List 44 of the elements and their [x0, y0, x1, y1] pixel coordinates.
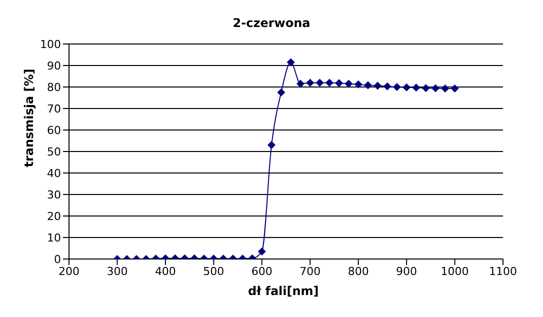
- x-axis-title: dł fali[nm]: [248, 284, 319, 298]
- y-tick-label: 10: [47, 231, 61, 244]
- y-axis-title: transmisja [%]: [22, 68, 36, 168]
- point: [325, 78, 334, 87]
- x-tick-label: 300: [106, 264, 128, 278]
- y-tick-label: 80: [47, 80, 61, 94]
- point: [364, 81, 372, 90]
- y-tick-label: 30: [47, 188, 61, 202]
- point: [268, 141, 276, 150]
- point: [392, 83, 401, 91]
- point: [374, 82, 382, 90]
- point: [441, 84, 450, 93]
- point: [286, 58, 295, 66]
- point: [412, 84, 420, 92]
- x-tick-label: 600: [251, 264, 272, 278]
- x-tick-label: 1100: [489, 264, 517, 278]
- chart-title: 2-czerwona: [232, 16, 312, 30]
- y-tick-label: 60: [47, 124, 61, 137]
- y-tick-label: 0: [54, 252, 61, 266]
- x-tick-label: 200: [58, 264, 80, 278]
- y-tick-label: 20: [47, 210, 61, 223]
- y-tick-label: 50: [47, 145, 61, 158]
- x-tick-label: 400: [154, 264, 176, 278]
- x-tick-label: 1000: [440, 264, 469, 278]
- x-tick-label: 900: [396, 264, 418, 278]
- point: [316, 78, 324, 87]
- point: [383, 82, 392, 90]
- x-tick-label: 500: [203, 264, 224, 278]
- point: [354, 80, 362, 88]
- y-tick-label: 90: [47, 59, 61, 72]
- point: [422, 84, 430, 92]
- point: [450, 84, 459, 93]
- point: [306, 78, 314, 87]
- y-tick-label: 100: [40, 38, 61, 51]
- point: [344, 80, 353, 88]
- point: [431, 84, 440, 92]
- y-tick-label: 40: [47, 166, 61, 180]
- point: [335, 79, 344, 88]
- x-tick-label: 800: [348, 264, 369, 278]
- x-tick-label: 700: [300, 264, 321, 278]
- y-tick-label: 70: [47, 102, 61, 116]
- point: [277, 88, 286, 96]
- point: [296, 80, 304, 88]
- point: [402, 83, 411, 92]
